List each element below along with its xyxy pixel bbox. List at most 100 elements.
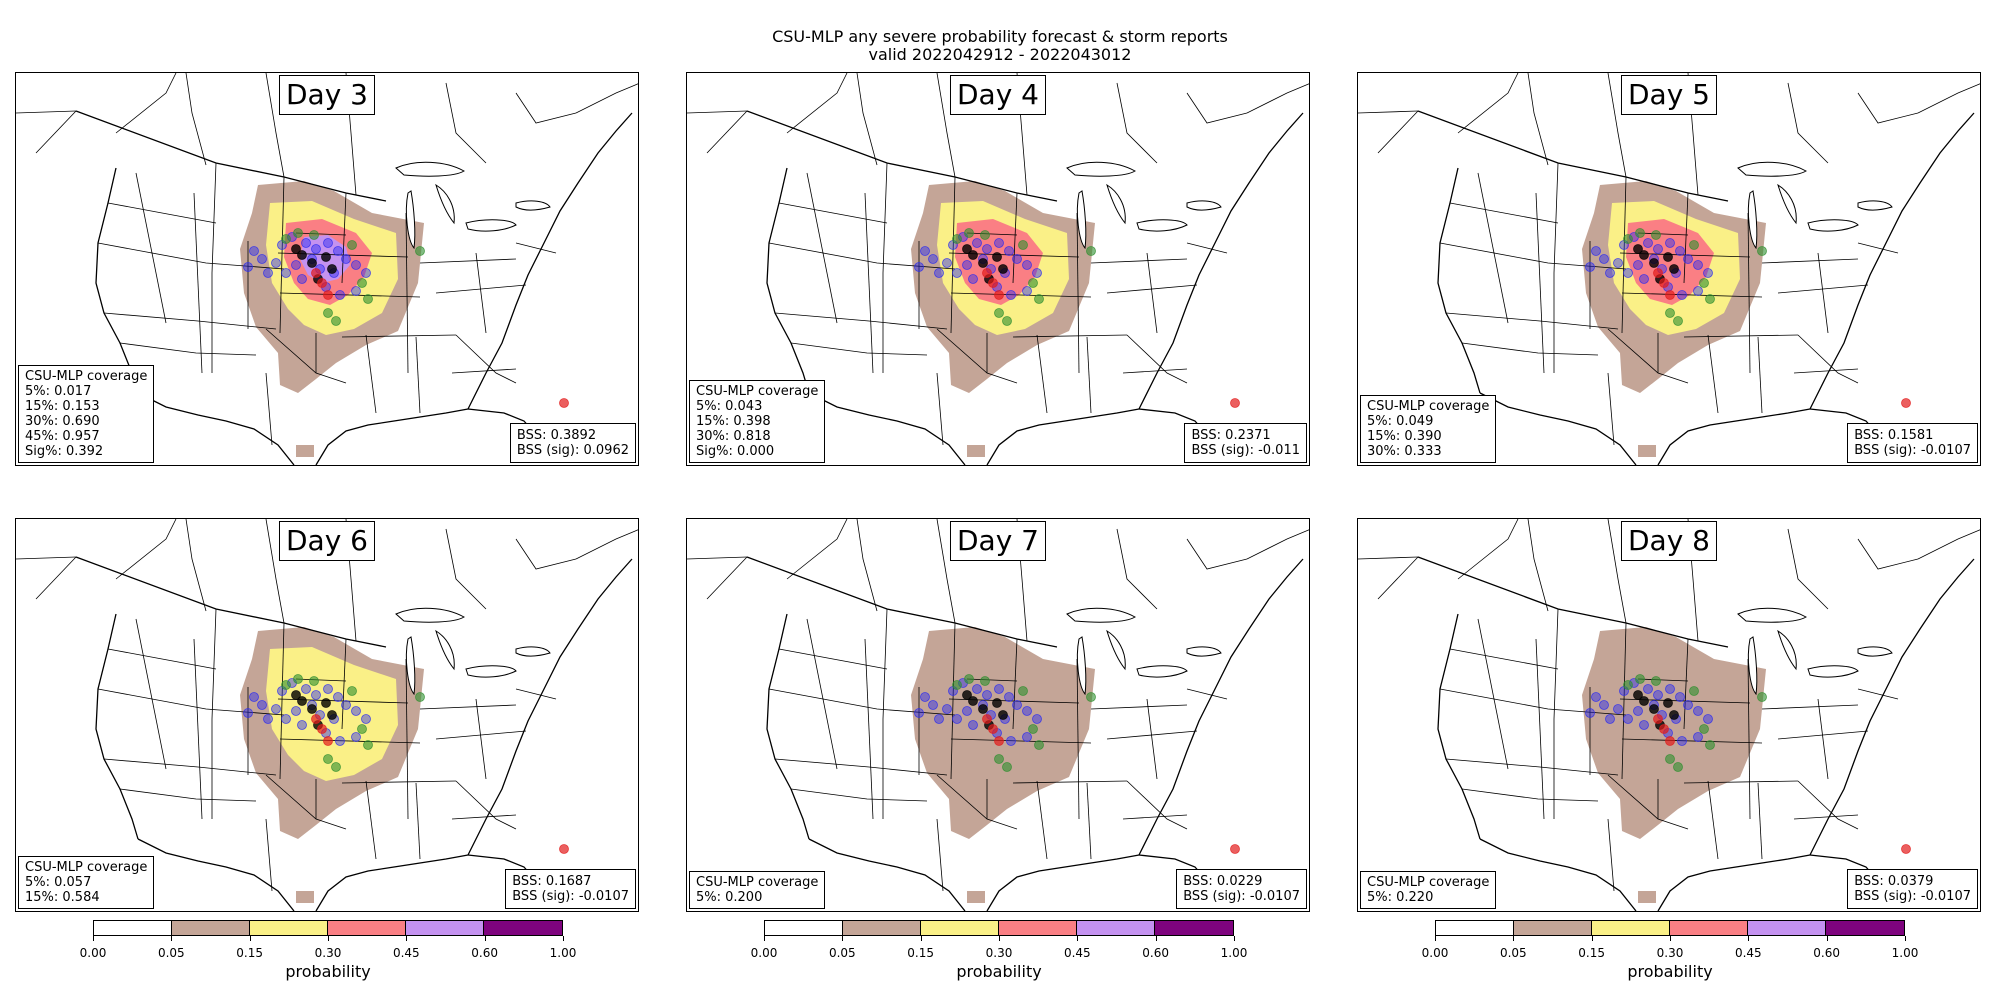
colorbar-strip [1435, 920, 1905, 936]
colorbar-label: probability [285, 962, 371, 981]
storm-report-dot [1032, 268, 1042, 278]
storm-report-dot [1651, 230, 1661, 240]
bss-sig-value: BSS (sig): -0.0107 [1854, 443, 1971, 458]
storm-report-dot [347, 686, 357, 696]
coverage-box: CSU-MLP coverage 5%: 0.057 15%: 0.584 [18, 856, 155, 909]
storm-report-dot [978, 704, 988, 714]
storm-report-dot [1635, 228, 1645, 238]
storm-report-dot [1018, 240, 1028, 250]
storm-report-dot [1643, 238, 1653, 248]
colorbar-label: probability [1627, 962, 1713, 981]
map-canvas [16, 73, 638, 465]
storm-report-dot [1649, 258, 1659, 268]
storm-report-dot [361, 268, 371, 278]
storm-report-dot [311, 268, 321, 278]
storm-report-dot [323, 736, 333, 746]
storm-report-dot [968, 720, 978, 730]
storm-report-dot [323, 684, 333, 694]
storm-reports [1585, 228, 1911, 408]
bss-box: BSS: 0.0229 BSS (sig): -0.0107 [1176, 869, 1307, 909]
colorbar-tick-mark [328, 936, 329, 941]
storm-report-dot [257, 700, 267, 710]
colorbar-segment [1826, 921, 1904, 935]
colorbar-tick-mark [999, 936, 1000, 941]
colorbar-tick-label: 0.45 [1063, 946, 1091, 960]
coverage-title: CSU-MLP coverage [1367, 875, 1490, 890]
storm-report-dot [1663, 252, 1673, 262]
storm-report-dot [920, 246, 930, 256]
colorbar-segment [765, 921, 843, 935]
storm-report-dot [415, 246, 425, 256]
map-canvas [16, 519, 638, 911]
storm-report-dot [351, 706, 361, 716]
storm-report-dot [321, 698, 331, 708]
storm-report-dot [1034, 294, 1044, 304]
storm-report-dot [333, 692, 343, 702]
map-panel-day-5: Day 5 CSU-MLP coverage 5%: 0.049 15%: 0.390… [1357, 72, 1981, 466]
storm-report-dot [333, 246, 343, 256]
storm-report-dot [982, 268, 992, 278]
contour-level-3 [1626, 219, 1714, 305]
storm-report-dot [962, 260, 972, 270]
contour-level-1 [1582, 627, 1766, 839]
storm-report-dot [1653, 244, 1663, 254]
storm-report-dot [271, 704, 281, 714]
colorbar-segment [1592, 921, 1670, 935]
storm-report-dot [331, 316, 341, 326]
storm-report-dot [243, 708, 253, 718]
colorbar-tick-mark [563, 936, 564, 941]
storm-report-dot [972, 238, 982, 248]
storm-report-dot [1633, 706, 1643, 716]
colorbar-tick-label: 0.15 [907, 946, 935, 960]
bss-sig-value: BSS (sig): -0.0107 [1854, 889, 1971, 904]
storm-reports [243, 674, 569, 854]
coverage-value: 15%: 0.153 [25, 399, 100, 414]
storm-report-dot [952, 714, 962, 724]
storm-report-dot [363, 740, 373, 750]
day-label: Day 5 [1620, 75, 1718, 115]
storm-report-dot [335, 736, 345, 746]
colorbar-tick-label: 0.00 [1421, 946, 1449, 960]
probability-contours [1582, 627, 1766, 903]
storm-report-dot [1703, 268, 1713, 278]
storm-report-dot [297, 250, 307, 260]
storm-report-dot [982, 714, 992, 724]
storm-report-dot [914, 708, 924, 718]
colorbar-tick-label: 0.60 [1142, 946, 1170, 960]
bss-value: BSS: 0.3892 [516, 428, 597, 443]
colorbar-tick-mark [171, 936, 173, 941]
storm-report-dot [928, 254, 938, 264]
colorbar-left: 0.00 0.05 0.15 0.30 0.45 0.60 1.00 probability [80, 920, 576, 982]
storm-report-dot [351, 732, 361, 742]
storm-report-dot [982, 690, 992, 700]
storm-report-dot [243, 262, 253, 272]
contour-level-1-blob [967, 445, 985, 457]
bss-sig-value: BSS (sig): -0.0107 [1183, 889, 1300, 904]
day-label: Day 8 [1620, 521, 1718, 561]
contour-level-1 [911, 627, 1095, 839]
storm-report-dot [1659, 724, 1669, 734]
colorbar-tick-mark [920, 936, 922, 941]
storm-report-dot [1677, 736, 1687, 746]
storm-report-dot [1591, 246, 1601, 256]
storm-report-dot [1683, 700, 1693, 710]
storm-report-dot [1230, 398, 1240, 408]
bss-box: BSS: 0.1687 BSS (sig): -0.0107 [505, 869, 636, 909]
storm-report-dot [1613, 258, 1623, 268]
probability-contours [911, 627, 1095, 903]
colorbar-segment [921, 921, 999, 935]
coverage-value: 15%: 0.390 [1367, 429, 1442, 444]
coverage-box: CSU-MLP coverage 5%: 0.049 15%: 0.390 30%: … [1360, 395, 1497, 463]
colorbar-tick-label: 0.45 [1734, 946, 1762, 960]
storm-report-dot [1012, 700, 1022, 710]
colorbar-segment [172, 921, 250, 935]
coverage-value: Sig%: 0.000 [696, 444, 775, 459]
storm-report-dot [263, 268, 273, 278]
storm-report-dot [1673, 316, 1683, 326]
colorbar-tick-label: 1.00 [1220, 946, 1248, 960]
storm-reports [914, 228, 1240, 408]
storm-report-dot [249, 246, 259, 256]
colorbar-tick-mark [93, 936, 94, 941]
storm-report-dot [1018, 686, 1028, 696]
coverage-value: 5%: 0.043 [696, 399, 763, 414]
